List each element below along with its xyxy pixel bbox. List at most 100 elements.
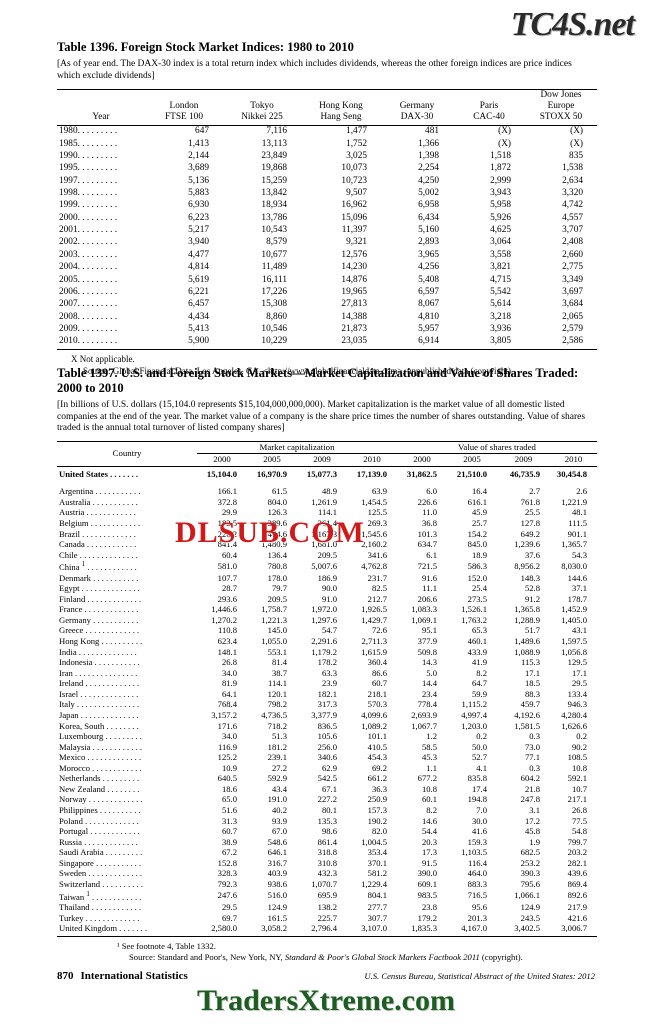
cell-value: 91.5 xyxy=(421,857,437,868)
table-row: Israel . . . . . . . . . . . . . . 64.1 12… xyxy=(57,689,597,700)
row-year: 1995. . . . . . . . . xyxy=(59,163,118,174)
table-row: Indonesia . . . . . . . . . . . 26.8 81.4 1… xyxy=(57,657,597,668)
col-tokyo: Tokyo Nikkei 225 xyxy=(223,90,301,126)
cell-value: 841.4 xyxy=(217,539,237,550)
cell-value: 616.1 xyxy=(467,496,487,507)
cell-value: 1,179.2 xyxy=(311,646,337,657)
row-country: Norway . . . . . . . . . . . . . xyxy=(59,794,143,805)
cell-value: 61.5 xyxy=(271,486,287,497)
cell-value: 4,280.4 xyxy=(561,709,587,720)
cell-value: 90.0 xyxy=(321,583,337,594)
row-year: 2007. . . . . . . . . xyxy=(59,299,118,310)
cell-value: 14,230 xyxy=(341,262,367,273)
cell-value: 18,934 xyxy=(261,200,287,211)
cell-value: 3,707 xyxy=(562,225,583,236)
cell-value: 677.2 xyxy=(417,773,437,784)
table-1396-section: Table 1396. Foreign Stock Market Indices… xyxy=(57,40,597,378)
table-row: 1990. . . . . . . . . 2,144 23,849 3,025 1,3… xyxy=(57,150,597,162)
cell-value: 40.2 xyxy=(271,805,287,816)
cell-value: 194.8 xyxy=(467,794,487,805)
cell-value: 50.0 xyxy=(471,741,487,752)
cell-value: 3,006.7 xyxy=(561,923,587,934)
cell-value: 14.4 xyxy=(421,678,437,689)
cell-value: 548.6 xyxy=(267,836,287,847)
cell-value: 6,914 xyxy=(418,336,439,347)
cell-value: 29.5 xyxy=(221,901,237,912)
cell-value: 6,597 xyxy=(418,286,439,297)
cell-value: 43.1 xyxy=(571,625,587,636)
table-1396: Year London FTSE 100 Tokyo Nikkei 225 Ho… xyxy=(57,89,597,350)
cell-value: 46,735.9 xyxy=(509,468,540,479)
row-country: Iran . . . . . . . . . . . . . . . xyxy=(59,667,138,678)
cell-value: 5,900 xyxy=(188,336,209,347)
cell-value: 19,868 xyxy=(261,163,287,174)
cell-value: 59.9 xyxy=(471,688,487,699)
cell-value: 20.3 xyxy=(421,836,437,847)
row-year: 1990. . . . . . . . . xyxy=(59,151,118,162)
cell-value: 804.0 xyxy=(267,496,287,507)
cell-value: 1,480.9 xyxy=(261,539,287,550)
cell-value: 4,192.6 xyxy=(514,709,540,720)
table-row: 2006. . . . . . . . . 6,221 17,226 19,965 6,… xyxy=(57,286,597,298)
cell-value: 225.7 xyxy=(317,912,337,923)
cell-value: 48.9 xyxy=(321,486,337,497)
col-hongkong-l2: Hang Seng xyxy=(320,111,362,122)
cell-value: 152.8 xyxy=(217,857,237,868)
cell-value: 178.7 xyxy=(567,593,587,604)
cell-value: 5.0 xyxy=(426,667,437,678)
cell-value: 1,261.9 xyxy=(311,496,337,507)
cell-value: 8,030.0 xyxy=(561,561,587,572)
cell-value: 73.0 xyxy=(524,741,540,752)
cell-value: 36.8 xyxy=(421,517,437,528)
cell-value: 439.6 xyxy=(567,868,587,879)
cell-value: 768.4 xyxy=(217,699,237,710)
row-country: Belgium . . . . . . . . . . . . xyxy=(59,517,141,528)
cell-value: 1,477 xyxy=(346,126,367,137)
row-country: India . . . . . . . . . . . . . . xyxy=(59,646,137,657)
col-london: London FTSE 100 xyxy=(145,90,223,126)
cell-value: 36.3 xyxy=(371,783,387,794)
table-1397-section: Table 1397. U.S. and Foreign Stock Marke… xyxy=(57,366,597,964)
cell-value: 390.0 xyxy=(417,868,437,879)
row-country: Austria . . . . . . . . . . . . xyxy=(59,507,136,518)
cell-value: 201.3 xyxy=(467,912,487,923)
cell-value: 4,736.5 xyxy=(261,709,287,720)
cell-value: 4,250 xyxy=(418,175,439,186)
row-year: 2010. . . . . . . . . xyxy=(59,336,118,347)
cell-value: 125.2 xyxy=(217,752,237,763)
cell-value: 1,752 xyxy=(346,138,367,149)
row-country: Portugal . . . . . . . . . . . . xyxy=(59,826,140,837)
cell-value: 1,239.6 xyxy=(514,539,540,550)
col-germany: Germany DAX-30 xyxy=(381,90,453,126)
row-country: Italy . . . . . . . . . . . . . . . xyxy=(59,699,140,710)
cell-value: 3,684 xyxy=(562,299,583,310)
cell-value: 10,546 xyxy=(261,323,287,334)
table-row: 2005. . . . . . . . . 5,619 16,111 14,876 5,… xyxy=(57,274,597,286)
row-country: Denmark . . . . . . . . . . . xyxy=(59,572,139,583)
cell-value: 1,055.0 xyxy=(261,636,287,647)
row-country: United Kingdom . . . . . . . xyxy=(59,923,148,934)
cell-value: 217.9 xyxy=(567,901,587,912)
cell-value: 6,223 xyxy=(188,212,209,223)
row-year: 1985. . . . . . . . . xyxy=(59,138,118,149)
cell-value: 3,558 xyxy=(490,249,511,260)
cell-value: 1,446.6 xyxy=(211,604,237,615)
cell-value: 432.3 xyxy=(317,868,337,879)
table-row: Australia . . . . . . . . . . . 372.8 804.… xyxy=(57,497,597,508)
row-year: 2002. . . . . . . . . xyxy=(59,237,118,248)
cell-value: 239.1 xyxy=(267,752,287,763)
col-stoxx-l2: Europe xyxy=(547,101,575,112)
cell-value: 11,397 xyxy=(341,225,367,236)
cell-value: (X) xyxy=(570,126,583,137)
cell-value: 5,883 xyxy=(188,188,209,199)
cell-value: 111.5 xyxy=(568,517,587,528)
col-paris-l1: Paris xyxy=(479,101,499,112)
cell-value: 129.5 xyxy=(567,657,587,668)
table-row: United Kingdom . . . . . . . 2,580.0 3,058… xyxy=(57,923,597,936)
cell-value: 60.1 xyxy=(421,794,437,805)
cell-value: 145.0 xyxy=(267,625,287,636)
table-row: 2009. . . . . . . . . 5,413 10,546 21,873 5,… xyxy=(57,323,597,335)
row-country: Indonesia . . . . . . . . . . . xyxy=(59,657,140,668)
cell-value: 433.9 xyxy=(467,646,487,657)
cell-value: 1,489.6 xyxy=(514,636,540,647)
